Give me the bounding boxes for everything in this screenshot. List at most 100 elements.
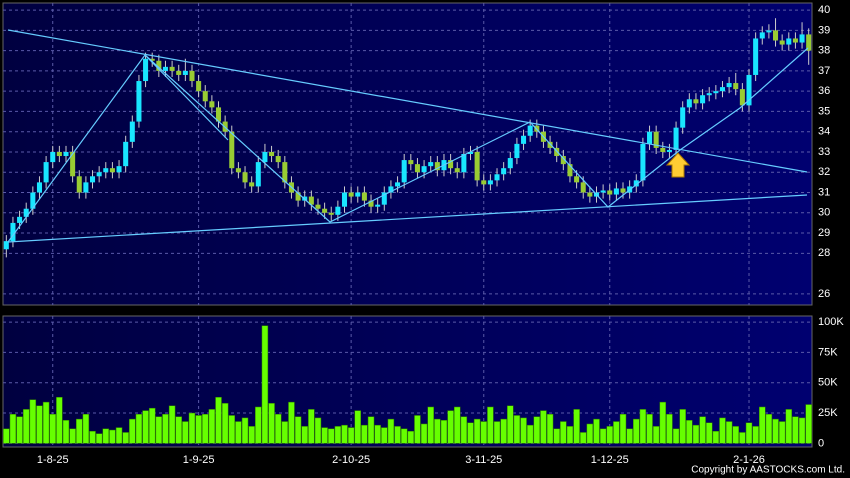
volume-bar	[659, 401, 667, 444]
volume-bar	[162, 414, 169, 444]
volume-bar	[513, 415, 521, 444]
candle-body	[746, 74, 752, 106]
volume-bar	[540, 410, 547, 444]
candle-body	[17, 216, 23, 223]
volume-bar	[241, 417, 249, 444]
candle-body	[487, 180, 493, 185]
candle-body	[156, 60, 162, 71]
volume-bar	[613, 421, 620, 444]
candle-body	[739, 89, 745, 106]
candle-body	[640, 143, 646, 181]
volume-bar	[460, 416, 468, 444]
volume-bar	[785, 409, 793, 444]
candle-body	[23, 208, 29, 217]
volume-bar	[420, 423, 428, 444]
candle-body	[295, 192, 301, 201]
volume-bar	[268, 403, 275, 444]
candle-body	[215, 107, 222, 122]
volume-bar	[692, 424, 700, 444]
volume-bar	[95, 433, 103, 444]
candle-body	[3, 241, 9, 250]
candle-body	[633, 180, 639, 187]
candle-body	[567, 164, 573, 177]
volume-bar	[606, 426, 613, 444]
volume-bar	[752, 426, 759, 444]
trend-lines	[7, 29, 809, 243]
volume-bar	[347, 427, 355, 444]
x-tick-label: 1-8-25	[37, 454, 69, 466]
volume-bar	[414, 415, 421, 444]
volume-bar	[639, 409, 647, 444]
candle-body	[129, 121, 135, 142]
volume-bar	[672, 428, 680, 444]
trend-line	[7, 29, 808, 173]
volume-bar	[507, 405, 514, 444]
volume-bar	[765, 414, 773, 444]
volume-bar	[76, 418, 83, 444]
volume-bar	[792, 416, 799, 444]
volume-bar	[619, 414, 627, 444]
volume-bar	[745, 422, 753, 444]
volume-bar	[646, 414, 653, 444]
volume-bar	[341, 424, 348, 444]
volume-bar	[294, 416, 302, 444]
y-tick-label: 32	[818, 166, 830, 178]
candle-body	[176, 70, 182, 75]
credit: Copyright by AASTOCKS.com Ltd.	[691, 465, 845, 476]
volume-bar	[195, 415, 202, 444]
volume-bar	[82, 414, 90, 444]
candle-body	[282, 162, 288, 183]
volume-bar	[493, 421, 501, 444]
candle-body	[428, 162, 434, 167]
volume-bar	[248, 426, 255, 444]
volume-bar	[400, 428, 408, 444]
candle-body	[792, 38, 798, 43]
volume-bar	[732, 426, 739, 444]
candle-body	[514, 143, 520, 159]
candle-body	[322, 208, 328, 213]
volume-bar	[221, 403, 229, 444]
candle-body	[123, 141, 129, 167]
candle-body	[773, 30, 779, 41]
candle-body	[779, 40, 785, 45]
x-tick-label: 1-9-25	[183, 454, 215, 466]
volume-bar	[188, 412, 196, 444]
volume-bar	[719, 417, 726, 444]
candle-body	[43, 162, 49, 183]
volume-bar	[255, 406, 262, 444]
candle-body	[414, 164, 420, 173]
volume-bar	[440, 420, 448, 444]
volume-bar	[705, 422, 713, 444]
candle-body	[700, 95, 706, 104]
candle-body	[753, 38, 759, 75]
volume-bar	[447, 410, 454, 444]
volume-bar	[652, 426, 660, 444]
volume-bar	[381, 427, 388, 444]
candle-body	[719, 87, 725, 92]
volume-bar	[3, 428, 10, 444]
volume-bar	[274, 414, 282, 444]
volume-bar	[453, 406, 461, 444]
y-tick-label: 26	[818, 288, 830, 300]
candle-body	[388, 186, 394, 193]
candle-body	[202, 91, 208, 102]
arrow-marker	[665, 152, 691, 178]
candle-body	[474, 151, 480, 181]
candle-body	[36, 182, 42, 193]
volume-bar	[666, 414, 673, 444]
candle-body	[507, 158, 513, 169]
volume-bar	[759, 406, 766, 444]
volume-bar	[49, 414, 56, 444]
candle-body	[229, 131, 235, 169]
candle-body	[70, 151, 76, 177]
candle-body	[50, 151, 56, 163]
candle-body	[162, 66, 168, 71]
volume-bar	[36, 405, 43, 444]
candle-body	[401, 160, 407, 183]
candle-body	[647, 131, 653, 144]
candle-body	[30, 192, 36, 209]
y-tick-label: 36	[818, 85, 830, 97]
volume-bar	[69, 428, 76, 444]
volume-bar	[182, 421, 189, 444]
y-tick-label: 34	[818, 126, 830, 138]
